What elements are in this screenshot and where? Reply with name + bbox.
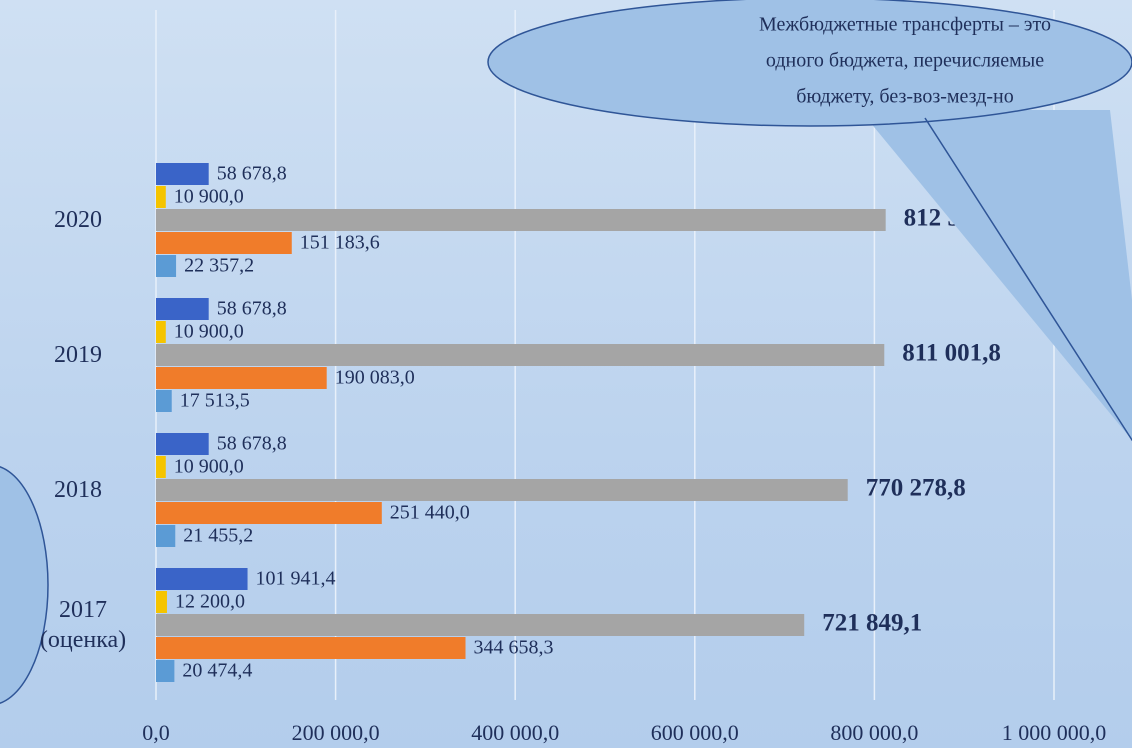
- annotation-line: одного бюджета, перечисляемые: [766, 50, 1044, 72]
- bar: [156, 433, 209, 455]
- bar: [156, 525, 176, 547]
- x-tick-label: 200 000,0: [292, 720, 380, 745]
- bar: [156, 591, 167, 613]
- value-label: 344 658,3: [474, 637, 554, 659]
- bar: [156, 163, 209, 185]
- annotation-line: Межбюджетные трансферты – это: [759, 14, 1051, 36]
- bar: [156, 209, 886, 231]
- callout-edge: [924, 117, 1132, 441]
- x-tick-label: 0,0: [142, 720, 170, 745]
- y-tick-label: 2020: [54, 207, 102, 233]
- value-label: 21 455,2: [183, 525, 253, 547]
- bar: [156, 637, 466, 659]
- bar: [156, 614, 805, 636]
- value-label: 721 849,1: [822, 610, 922, 637]
- value-label: 770 278,8: [866, 475, 966, 502]
- bar: [156, 456, 166, 478]
- x-tick-label: 600 000,0: [651, 720, 739, 745]
- bar: [156, 232, 292, 254]
- annotation-line: бюджету, без-воз-мезд-но: [796, 86, 1014, 108]
- bar: [156, 390, 172, 412]
- value-label: 10 900,0: [174, 186, 244, 208]
- bar: [156, 344, 885, 366]
- bar: [156, 568, 248, 590]
- y-tick-label: 2017 (оценка): [39, 597, 127, 653]
- callout-bubble: [487, 0, 1132, 127]
- bar: [156, 660, 175, 682]
- value-label: 20 474,4: [182, 660, 252, 682]
- x-tick-label: 1 000 000,0: [1002, 720, 1107, 745]
- value-label: 58 678,8: [217, 163, 287, 185]
- value-label: 12 200,0: [175, 591, 245, 613]
- value-label: 101 941,4: [256, 568, 336, 590]
- bar: [156, 321, 166, 343]
- value-label: 10 900,0: [174, 456, 244, 478]
- bar: [156, 255, 177, 277]
- value-label: 58 678,8: [217, 433, 287, 455]
- bar: [156, 367, 327, 389]
- value-label: 811 001,8: [902, 340, 1001, 367]
- bar: [156, 502, 382, 524]
- y-tick-label: 2018: [54, 477, 102, 503]
- value-label: 151 183,6: [300, 232, 380, 254]
- value-label: 190 083,0: [335, 367, 415, 389]
- value-label: 17 513,5: [180, 390, 250, 412]
- y-tick-label: 2019: [54, 342, 102, 368]
- value-label: 58 678,8: [217, 298, 287, 320]
- callout-circle: [0, 466, 49, 704]
- bar: [156, 298, 209, 320]
- x-tick-label: 400 000,0: [471, 720, 559, 745]
- value-label: 22 357,2: [184, 255, 254, 277]
- bar: [156, 186, 166, 208]
- callout-tail-fill: [860, 110, 1132, 440]
- bar: [156, 479, 848, 501]
- value-label: 10 900,0: [174, 321, 244, 343]
- value-label: 251 440,0: [390, 502, 470, 524]
- x-tick-label: 800 000,0: [830, 720, 918, 745]
